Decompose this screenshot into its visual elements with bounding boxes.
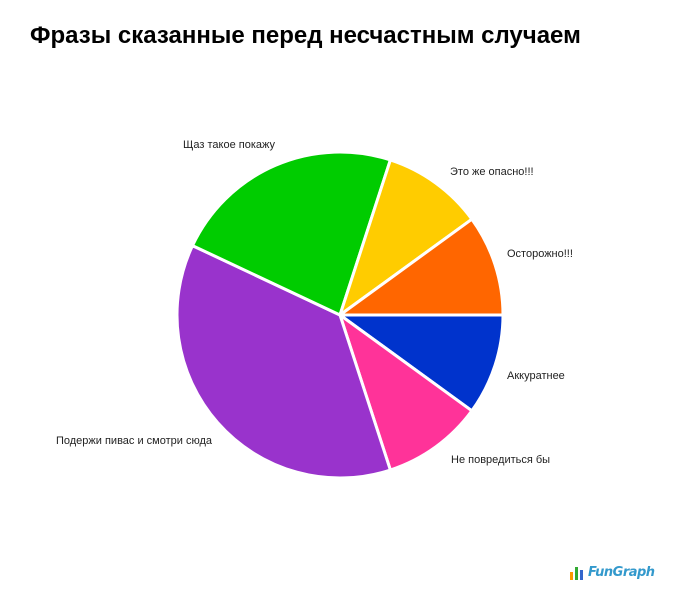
pie-slice — [175, 244, 392, 480]
pie-slice — [338, 313, 474, 472]
fungraph-logo: FunGraph — [570, 560, 655, 580]
logo-bar-icon — [580, 570, 583, 580]
logo-bar-icon — [575, 567, 578, 580]
logo-bar-icon — [570, 572, 573, 580]
pie-slice — [338, 217, 505, 317]
slice-label: Щаз такое покажу — [183, 139, 276, 151]
slice-label: Не повредиться бы — [451, 454, 550, 466]
slice-label: Осторожно!!! — [507, 248, 573, 260]
logo-text: FunGraph — [588, 565, 655, 580]
pie-slice — [338, 158, 474, 317]
slice-label: Подержи пивас и смотри сюда — [56, 435, 213, 447]
chart-title: Фразы сказанные перед несчастным случаем — [30, 22, 581, 49]
slice-label: Аккуратнее — [507, 370, 565, 382]
pie-slice — [338, 313, 505, 413]
pie-slice — [191, 150, 392, 317]
slice-label: Это же опасно!!! — [450, 166, 534, 178]
